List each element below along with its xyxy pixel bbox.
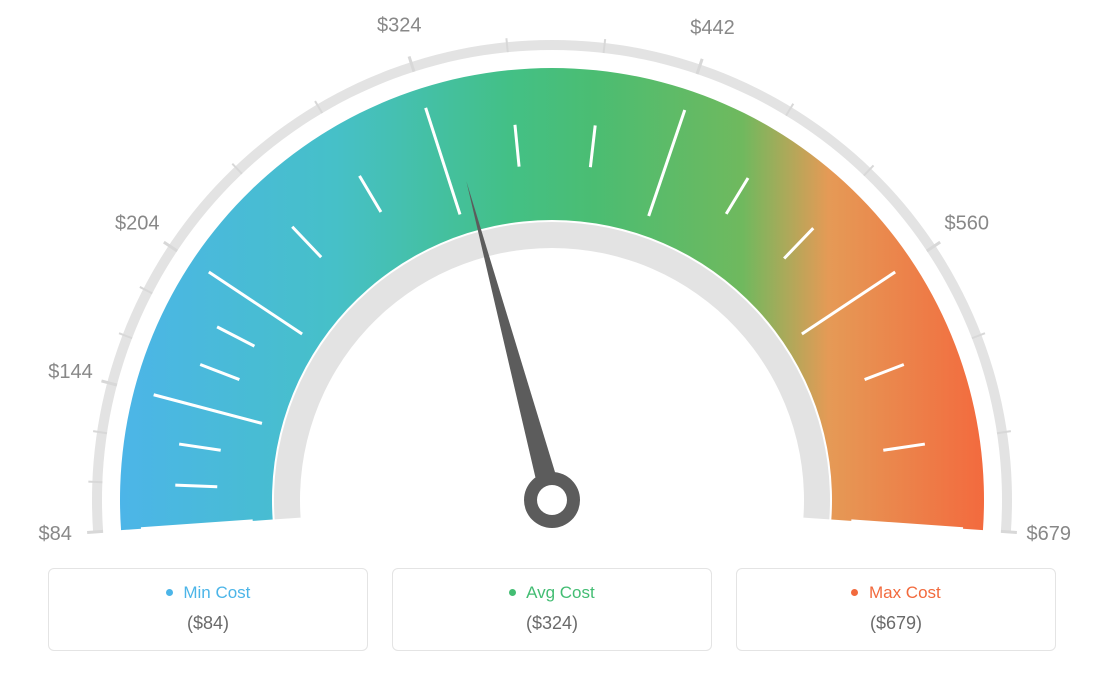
legend-title-max: Max Cost [737, 583, 1055, 603]
legend-label: Avg Cost [526, 583, 595, 602]
dot-icon [509, 589, 516, 596]
legend-title-avg: Avg Cost [393, 583, 711, 603]
legend-card-max: Max Cost ($679) [736, 568, 1056, 651]
legend-card-min: Min Cost ($84) [48, 568, 368, 651]
gauge-container: $84 $144 $204 $324 $442 $560 $679 [0, 0, 1104, 560]
legend-label: Min Cost [183, 583, 250, 602]
svg-text:$204: $204 [115, 213, 160, 235]
legend-value: ($679) [737, 613, 1055, 634]
dot-icon [851, 589, 858, 596]
dot-icon [166, 589, 173, 596]
svg-text:$144: $144 [48, 361, 93, 383]
svg-text:$442: $442 [690, 17, 735, 39]
legend-label: Max Cost [869, 583, 941, 602]
svg-text:$324: $324 [377, 14, 422, 36]
cost-gauge: $84 $144 $204 $324 $442 $560 $679 [0, 0, 1104, 560]
svg-text:$560: $560 [945, 213, 990, 235]
legend-card-avg: Avg Cost ($324) [392, 568, 712, 651]
legend-title-min: Min Cost [49, 583, 367, 603]
svg-text:$84: $84 [39, 523, 72, 545]
legend-value: ($84) [49, 613, 367, 634]
svg-text:$679: $679 [1027, 523, 1072, 545]
legend-value: ($324) [393, 613, 711, 634]
legend-row: Min Cost ($84) Avg Cost ($324) Max Cost … [0, 568, 1104, 651]
